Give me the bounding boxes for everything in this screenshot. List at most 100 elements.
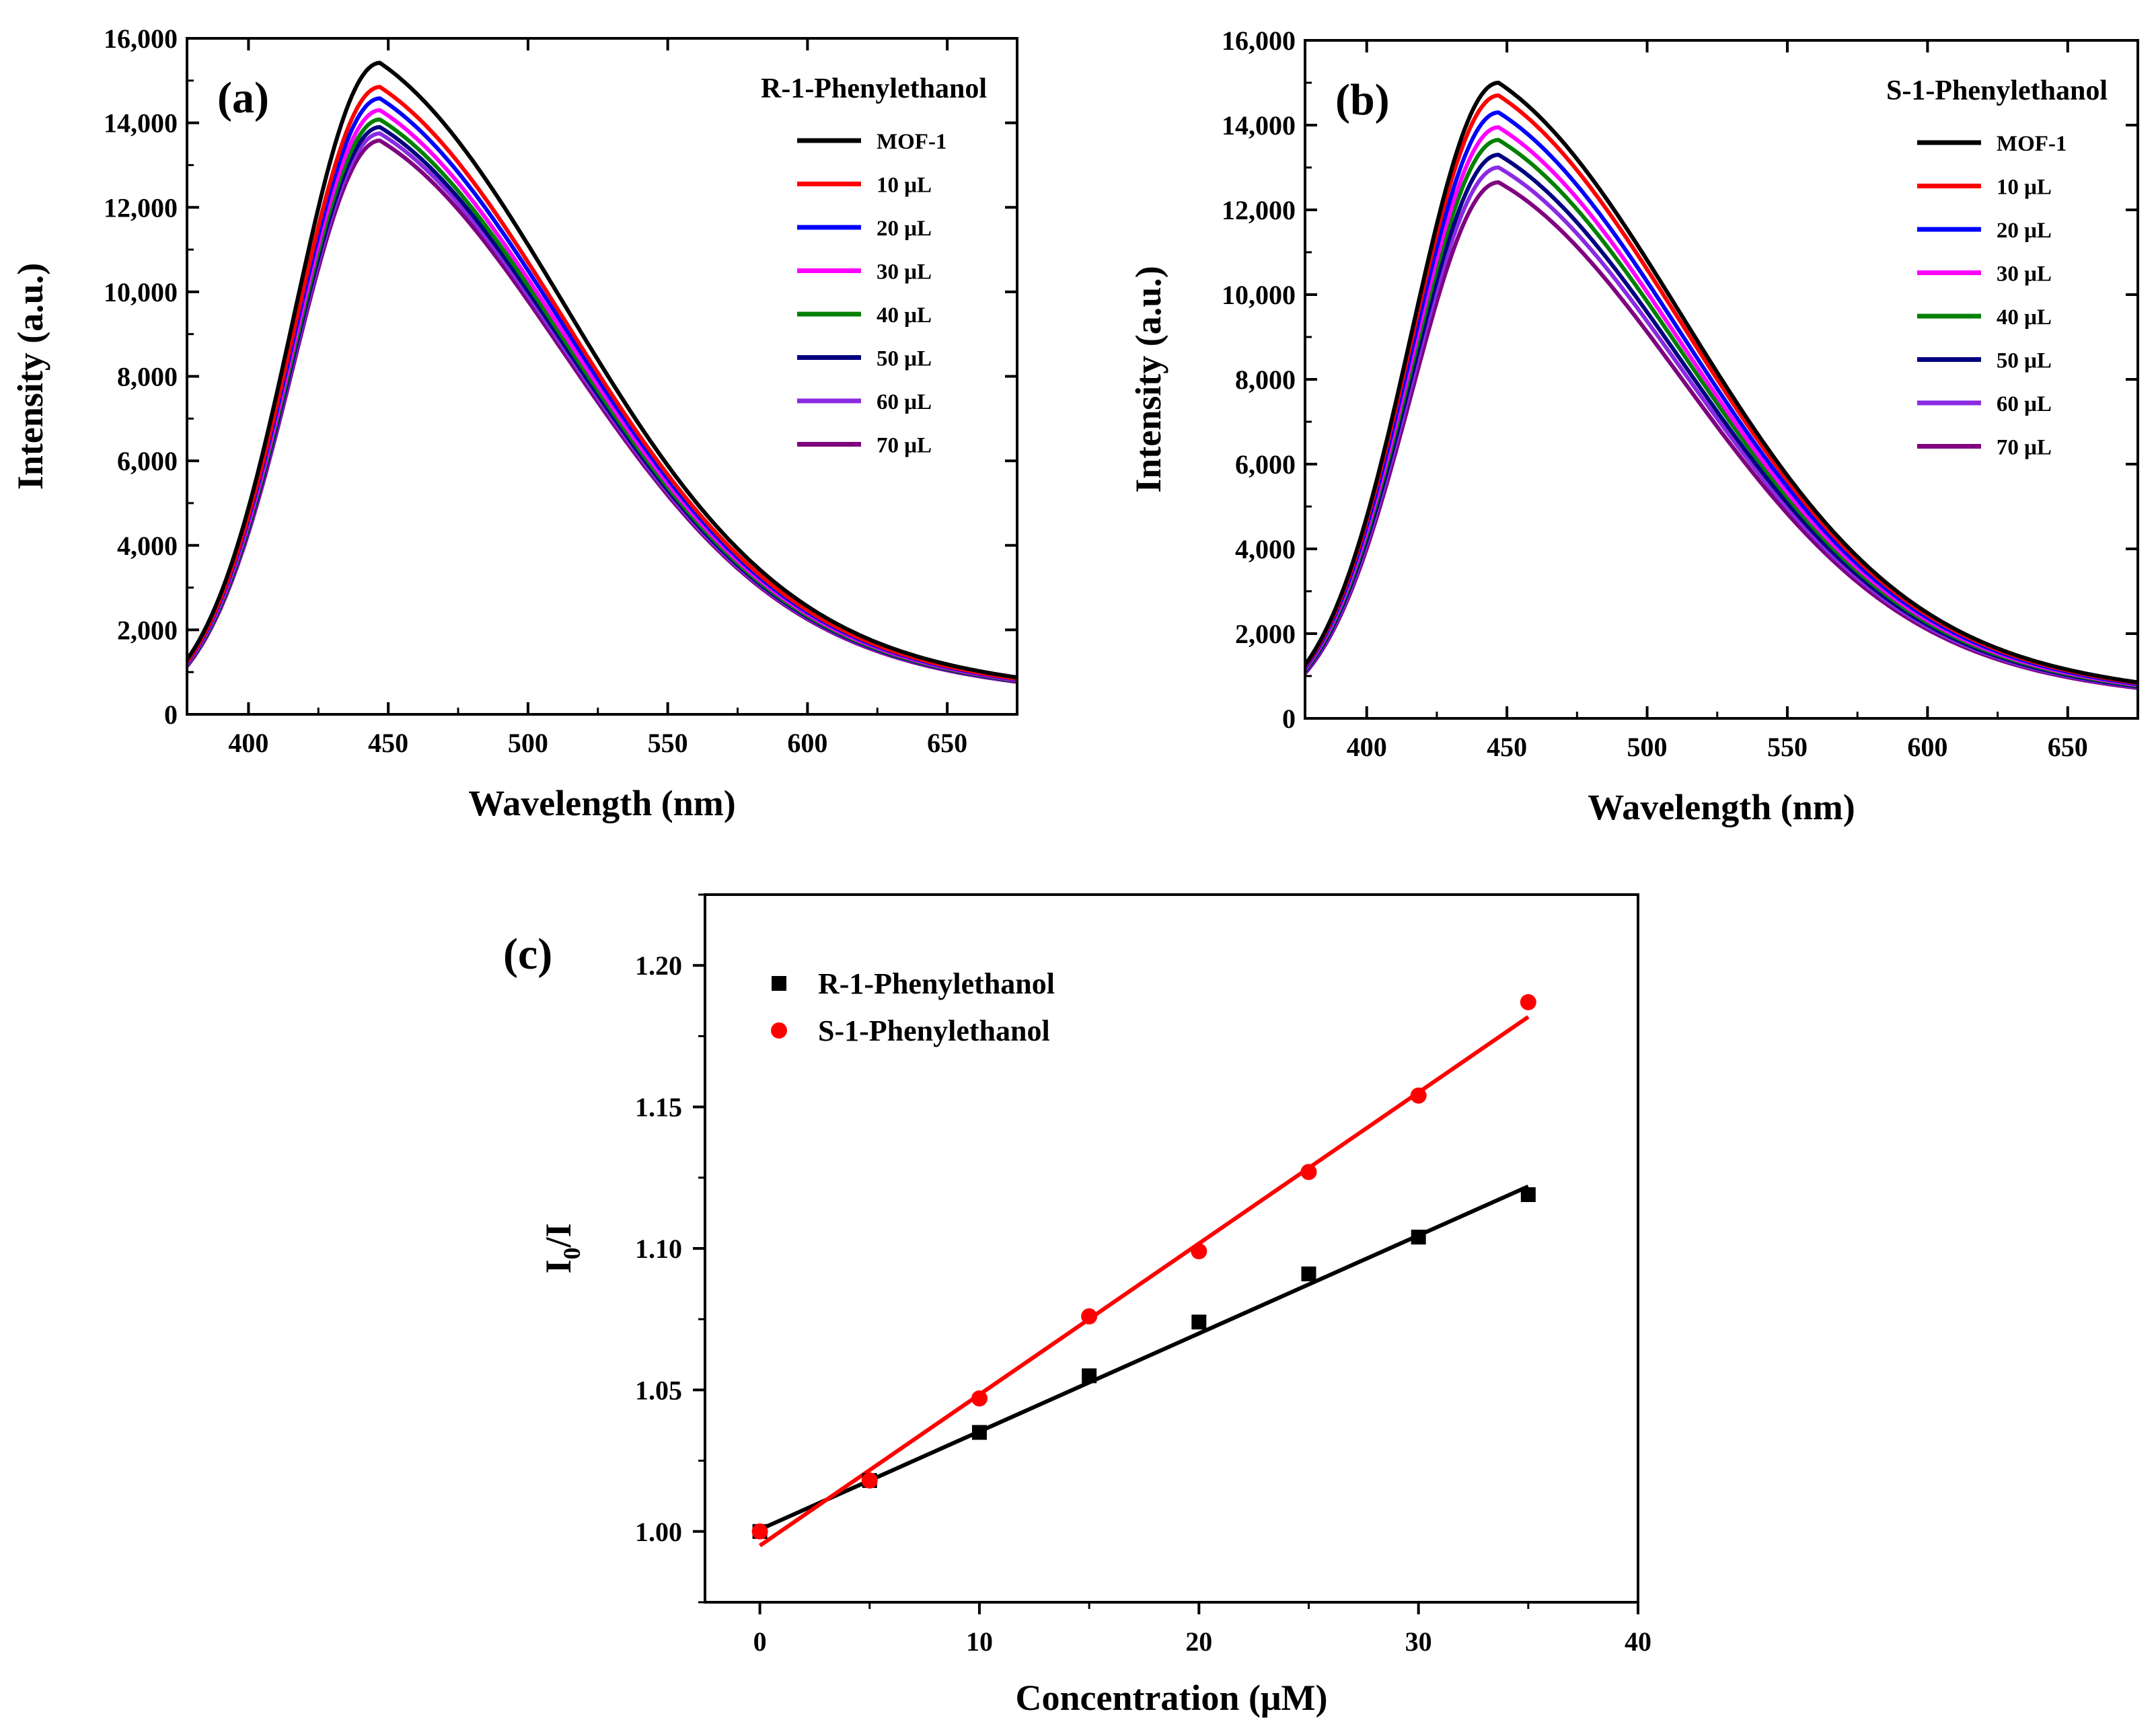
y-tick-label: 0 bbox=[1282, 704, 1296, 734]
x-tick-label: 400 bbox=[1347, 732, 1387, 762]
panel-title: R-1-Phenylethanol bbox=[761, 73, 987, 104]
x-tick-label: 650 bbox=[2048, 732, 2088, 762]
y-axis-title: Intensity (a.u.) bbox=[10, 263, 50, 490]
legend-label: 40 μL bbox=[1997, 305, 2052, 330]
x-tick-label: 550 bbox=[1767, 732, 1808, 762]
panel-c: 0 10 20 30 40 1.00 1.05 1.10 1.15 1.20 Concentrati… bbox=[503, 893, 1651, 1718]
x-tick-label: 0 bbox=[753, 1626, 767, 1657]
legend-label: 50 μL bbox=[1997, 349, 2052, 373]
panel-a: 400 450 500 550 600 650 0 2,000 4,000 6,000 8,000 1… bbox=[10, 24, 1018, 823]
legend-label: 10 μL bbox=[877, 174, 932, 198]
plot-frame bbox=[704, 893, 1639, 1604]
panel-label: (c) bbox=[503, 930, 552, 979]
y-axis-title: I0/I bbox=[538, 1223, 585, 1273]
y-tick-label: 4,000 bbox=[1235, 534, 1296, 564]
x-tick-label: 450 bbox=[368, 728, 408, 758]
data-point-s bbox=[971, 1390, 988, 1407]
legend-label: 70 μL bbox=[1997, 436, 2052, 460]
x-tick-label: 500 bbox=[1627, 732, 1668, 762]
y-axis-title-sub: 0 bbox=[558, 1248, 585, 1260]
legend-marker bbox=[772, 976, 786, 991]
y-tick-label: 6,000 bbox=[117, 446, 178, 476]
y-tick-label: 0 bbox=[164, 700, 178, 730]
x-tick-label: 40 bbox=[1625, 1626, 1651, 1657]
y-axis-title-tail: /I bbox=[538, 1223, 579, 1248]
y-tick-label: 16,000 bbox=[104, 24, 178, 54]
x-tick-label: 500 bbox=[508, 728, 548, 758]
fit-line-r bbox=[759, 1185, 1530, 1532]
fit-line-s bbox=[758, 1015, 1530, 1548]
legend-label: 30 μL bbox=[1997, 262, 2052, 287]
series-group bbox=[187, 61, 1017, 684]
series-line-mof-1 bbox=[1305, 81, 2138, 685]
panel-label: (b) bbox=[1335, 75, 1390, 124]
data-point-s bbox=[751, 1523, 768, 1540]
legend-label: R-1-Phenylethanol bbox=[818, 967, 1055, 1000]
x-axis-title: Concentration (μM) bbox=[1015, 1678, 1327, 1718]
data-point-s bbox=[1520, 993, 1536, 1010]
series-line-mof-1 bbox=[187, 61, 1017, 680]
data-point-s bbox=[1410, 1087, 1427, 1104]
legend-label: 30 μL bbox=[877, 260, 932, 285]
y-tick-label: 10,000 bbox=[104, 277, 178, 307]
legend-label: 50 μL bbox=[877, 347, 932, 371]
legend-label: S-1-Phenylethanol bbox=[818, 1014, 1050, 1047]
y-tick-label: 2,000 bbox=[1235, 619, 1296, 649]
panel-b: 400 450 500 550 600 650 0 2,000 4,000 6,000 8,000 1… bbox=[1128, 26, 2139, 827]
y-tick-label: 1.10 bbox=[635, 1234, 682, 1264]
y-tick-label: 6,000 bbox=[1235, 449, 1296, 480]
y-tick-label: 14,000 bbox=[104, 108, 178, 139]
y-tick-label: 4,000 bbox=[117, 531, 178, 561]
series-line-10-ul bbox=[187, 85, 1017, 681]
data-point-r bbox=[1520, 1187, 1536, 1203]
y-tick-label: 8,000 bbox=[117, 362, 178, 392]
y-tick-label: 12,000 bbox=[104, 192, 178, 223]
y-tick-label: 8,000 bbox=[1235, 365, 1296, 395]
legend-label: 60 μL bbox=[1997, 392, 2052, 416]
data-point-s bbox=[1081, 1308, 1098, 1324]
legend-label: 20 μL bbox=[877, 217, 932, 241]
y-tick-label: 1.05 bbox=[635, 1375, 682, 1405]
legend-label: MOF-1 bbox=[877, 130, 946, 154]
y-tick-label: 1.15 bbox=[635, 1092, 682, 1123]
data-point-s bbox=[1300, 1164, 1317, 1180]
data-point-r bbox=[971, 1425, 987, 1440]
data-point-r bbox=[1082, 1368, 1097, 1384]
y-tick-label: 12,000 bbox=[1222, 195, 1296, 225]
series-group bbox=[1305, 81, 2138, 690]
legend-label: 70 μL bbox=[877, 434, 932, 458]
data-point-s bbox=[1191, 1243, 1207, 1260]
x-axis-title: Wavelength (nm) bbox=[1588, 787, 1855, 827]
x-tick-label: 20 bbox=[1185, 1626, 1212, 1657]
legend-label: 60 μL bbox=[877, 390, 932, 414]
legend-marker bbox=[771, 1022, 787, 1039]
x-tick-label: 400 bbox=[228, 728, 268, 758]
y-tick-label: 2,000 bbox=[117, 615, 178, 645]
x-tick-label: 30 bbox=[1405, 1626, 1432, 1657]
x-tick-label: 600 bbox=[787, 728, 827, 758]
legend-label: MOF-1 bbox=[1997, 132, 2067, 156]
legend-label: 10 μL bbox=[1997, 176, 2052, 200]
data-point-r bbox=[1301, 1266, 1316, 1281]
x-tick-label: 650 bbox=[927, 728, 967, 758]
data-point-r bbox=[1191, 1314, 1207, 1330]
legend-label: 20 μL bbox=[1997, 219, 2052, 243]
y-tick-label: 1.20 bbox=[635, 950, 682, 981]
panel-title: S-1-Phenylethanol bbox=[1886, 75, 2108, 106]
y-tick-label: 16,000 bbox=[1222, 26, 1296, 56]
data-point-r bbox=[1411, 1230, 1426, 1245]
y-tick-label: 14,000 bbox=[1222, 110, 1296, 141]
y-axis-title: Intensity (a.u.) bbox=[1128, 266, 1168, 493]
y-tick-label: 10,000 bbox=[1222, 280, 1296, 310]
y-tick-label: 1.00 bbox=[635, 1517, 682, 1547]
x-tick-label: 600 bbox=[1907, 732, 1947, 762]
x-axis-title: Wavelength (nm) bbox=[468, 783, 736, 823]
x-tick-label: 550 bbox=[648, 728, 688, 758]
x-tick-label: 450 bbox=[1487, 732, 1527, 762]
data-point-s bbox=[861, 1472, 878, 1489]
y-axis-title-main: I bbox=[538, 1260, 579, 1274]
panel-label: (a) bbox=[217, 73, 269, 122]
legend-label: 40 μL bbox=[877, 303, 932, 328]
x-tick-label: 10 bbox=[966, 1626, 993, 1657]
